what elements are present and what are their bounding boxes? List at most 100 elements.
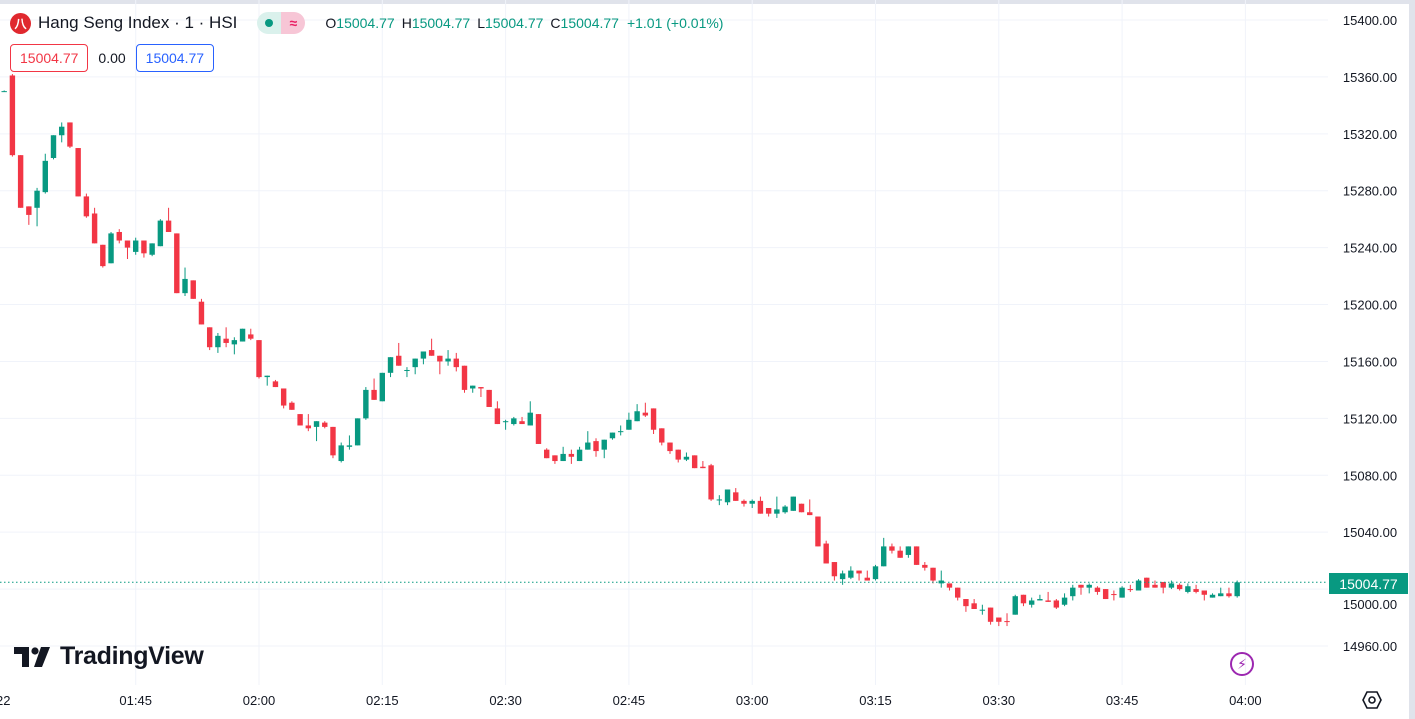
symbol-title[interactable]: Hang Seng Index · 1 · HSI (38, 13, 238, 32)
candles (1, 74, 1240, 627)
candle-body (790, 496, 796, 511)
candle-body (42, 160, 48, 193)
chart-legend: 八 Hang Seng Index · 1 · HSI ≈ O 15004.77 … (10, 11, 723, 35)
candle (568, 449, 575, 464)
candle-body (1119, 587, 1125, 598)
candle (371, 378, 377, 400)
hsi-logo-icon: 八 (10, 12, 31, 34)
candle (223, 327, 229, 348)
candle-body (461, 365, 468, 390)
sell-button[interactable]: 15004.77 (10, 44, 89, 72)
candle (387, 357, 394, 378)
candle (881, 537, 887, 567)
candle (1045, 591, 1051, 602)
candle-body (609, 432, 616, 439)
candle (363, 387, 369, 420)
x-tick-label: 03:00 (736, 693, 769, 708)
candle (1185, 583, 1191, 594)
candle (354, 418, 361, 446)
candle-body (1201, 590, 1207, 595)
candle-body (67, 122, 73, 147)
candle-body (741, 500, 747, 504)
time-axis: 22 01:45 02:00 02:15 02:30 02:45 03:00 03:15 03:… (0, 693, 1262, 708)
candle-body (157, 220, 164, 247)
delayed-data-icon: ≈ (281, 12, 306, 34)
candle (511, 416, 517, 426)
candle-body (749, 500, 755, 504)
price-axis: 15400.00 15360.00 15320.00 15280.00 15240.00… (1343, 13, 1397, 654)
candle (289, 401, 295, 410)
open-value: 15004.77 (336, 15, 395, 31)
logo-text: 八 (14, 16, 27, 31)
buy-button[interactable]: 15004.77 (135, 44, 215, 72)
candle (856, 570, 862, 581)
candle (17, 155, 24, 208)
candle-body (198, 301, 205, 325)
candle-body (535, 414, 542, 444)
candle (9, 74, 16, 157)
candle (248, 328, 254, 341)
x-tick-label: 02:45 (613, 693, 646, 708)
candle (478, 387, 484, 398)
candle-body (955, 587, 961, 598)
candle (527, 401, 533, 426)
candle-body (165, 220, 172, 232)
candle (617, 425, 624, 436)
candle (987, 607, 994, 625)
candle (486, 389, 492, 407)
market-status-pill[interactable]: ≈ (257, 12, 306, 34)
close-label: C (550, 15, 561, 31)
candle-body (396, 355, 402, 366)
candle-body (667, 442, 673, 452)
y-tick-label: 15400.00 (1343, 13, 1397, 28)
candle-body (453, 358, 459, 368)
candle (149, 243, 155, 257)
settings-icon[interactable] (1362, 690, 1382, 710)
candle-body (1078, 584, 1084, 588)
open-label: O (325, 15, 337, 31)
low-value: 15004.77 (485, 15, 544, 31)
spread-value: 0.00 (98, 50, 126, 66)
current-price-label: 15004.77 (1329, 573, 1408, 594)
candle (198, 298, 205, 325)
candle (1218, 587, 1224, 597)
candle-body (59, 126, 65, 136)
candle-body (601, 439, 607, 450)
candle-body (313, 421, 320, 427)
x-tick-label: 03:15 (859, 693, 892, 708)
trade-row: 15004.77 0.00 15004.77 (10, 44, 215, 72)
candle (765, 507, 772, 517)
candle-body (420, 351, 427, 359)
candle-body (1, 91, 7, 93)
x-tick-label: 22 (0, 693, 10, 708)
candle-body (1193, 589, 1199, 592)
candle (938, 570, 944, 588)
candle-body (691, 455, 698, 469)
candle-body (371, 389, 377, 400)
candle (864, 570, 870, 581)
candle (823, 540, 829, 564)
candle (897, 546, 903, 558)
candle-body (872, 566, 879, 580)
candle-body (494, 408, 501, 425)
candle (100, 244, 106, 268)
candle-body (330, 426, 336, 456)
candle (552, 455, 558, 464)
candle-body (239, 328, 246, 342)
y-tick-label: 15280.00 (1343, 184, 1397, 199)
tradingview-logo[interactable]: TradingView (14, 642, 204, 671)
candle-body (839, 573, 846, 580)
candle-body (708, 465, 714, 500)
candle-body (1111, 594, 1117, 596)
candle-body (511, 418, 517, 425)
lightning-icon[interactable]: ⚡ (1230, 652, 1254, 676)
candle (576, 446, 583, 462)
candle (420, 351, 427, 365)
ohlc-values: O 15004.77 H 15004.77 L 15004.77 C 15004.77 … (325, 15, 723, 31)
candle (26, 206, 32, 225)
candle-body (297, 414, 303, 426)
candle (815, 516, 821, 547)
candle-body (642, 412, 649, 416)
candle (626, 412, 632, 430)
